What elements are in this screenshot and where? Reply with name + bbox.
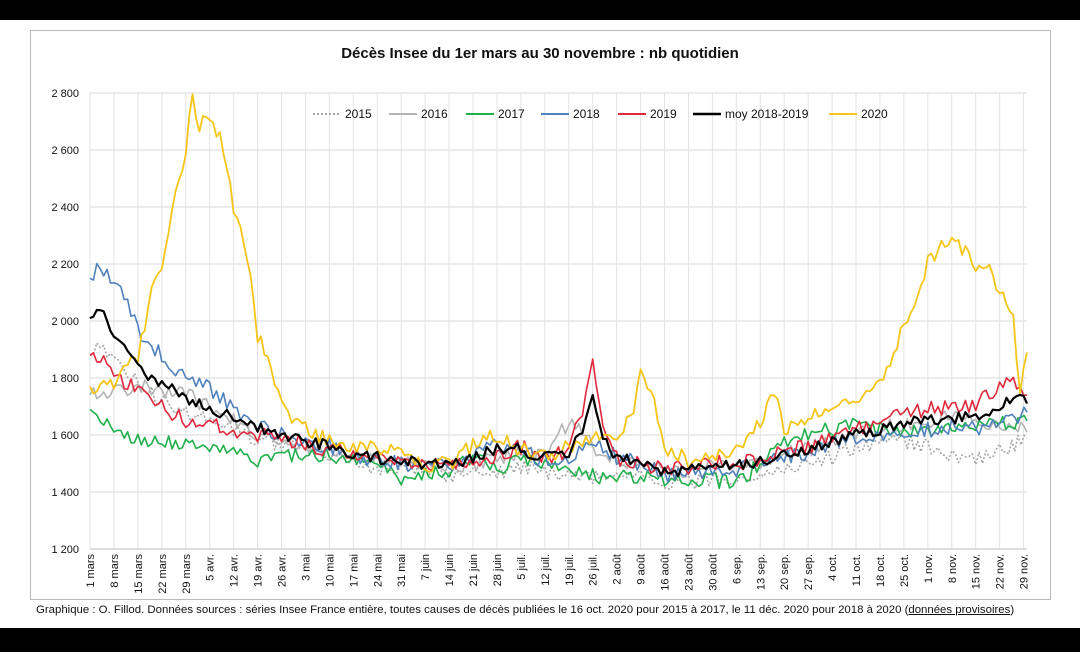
x-tick-label: 24 mai [372, 554, 384, 587]
x-tick-label: 8 nov. [947, 554, 959, 583]
source-text: Graphique : O. Fillod. Données sources :… [36, 604, 909, 616]
x-tick-label: 15 nov. [971, 554, 983, 589]
y-tick-label: 1 600 [51, 430, 79, 442]
chart-title: Décès Insee du 1er mars au 30 novembre :… [341, 45, 739, 62]
y-tick-label: 2 600 [51, 145, 79, 157]
legend-label: moy 2018-2019 [725, 107, 809, 121]
x-tick-label: 18 oct. [875, 554, 887, 587]
x-tick-label: 26 avr. [277, 554, 289, 587]
x-tick-label: 8 mars [109, 554, 121, 588]
x-tick-label: 1 nov. [923, 554, 935, 583]
x-tick-label: 6 sep. [731, 554, 743, 584]
y-tick-label: 1 400 [51, 487, 79, 499]
x-tick-label: 5 juil. [516, 554, 528, 580]
provisional-data-link[interactable]: données provisoires [908, 604, 1011, 616]
x-tick-label: 31 mai [396, 554, 408, 587]
x-tick-label: 22 nov. [995, 554, 1007, 589]
source-note: Graphique : O. Fillod. Données sources :… [36, 604, 1014, 616]
legend-label: 2015 [345, 107, 372, 121]
x-tick-label: 10 mai [324, 554, 336, 587]
series-line-2018 [89, 262, 1028, 483]
y-tick-label: 2 800 [51, 88, 79, 100]
x-tick-label: 19 avr. [253, 554, 265, 587]
legend: 2015 2016 2017 2018 2019 moy 2018-2019 2020 [313, 107, 888, 121]
x-tick-label: 23 août [683, 554, 695, 591]
series-line-2019 [89, 352, 1028, 476]
y-tick-label: 2 200 [51, 259, 79, 271]
legend-label: 2019 [650, 107, 677, 121]
x-tick-label: 12 juil. [540, 554, 552, 586]
x-tick-label: 25 oct. [899, 554, 911, 587]
series-line-moy-2018-2019 [89, 308, 1029, 478]
series-line-2017 [89, 408, 1028, 490]
x-tick-label: 1 mars [85, 554, 97, 588]
series-lines [89, 93, 1029, 490]
x-tick-label: 3 mai [300, 554, 312, 581]
chart-card: Décès Insee du 1er mars au 30 novembre :… [0, 20, 1080, 628]
x-tick-label: 22 mars [157, 554, 169, 594]
y-tick-label: 2 400 [51, 202, 79, 214]
x-tick-label: 30 août [707, 554, 719, 591]
y-axis: 1 200 1 400 1 600 1 800 2 000 2 200 2 400 2 600… [51, 88, 79, 556]
x-tick-label: 2 août [612, 554, 624, 585]
legend-label: 2017 [498, 107, 525, 121]
y-tick-label: 2 000 [51, 316, 79, 328]
x-tick-label: 21 juin [468, 554, 480, 586]
series-line-2015 [89, 342, 1028, 490]
chart-frame [30, 30, 1051, 600]
x-tick-label: 28 juin [492, 554, 504, 586]
legend-label: 2016 [421, 107, 448, 121]
x-tick-label: 9 août [636, 554, 648, 585]
x-axis: 1 mars 8 mars 15 mars 22 mars 29 mars 5 avr. 1… [85, 548, 1031, 594]
x-tick-label: 14 juin [444, 554, 456, 586]
line-chart: 1 200 1 400 1 600 1 800 2 000 2 200 2 400 2 600… [51, 88, 1031, 594]
x-tick-label: 4 oct. [827, 554, 839, 581]
y-tick-label: 1 800 [51, 373, 79, 385]
x-tick-label: 11 oct. [851, 554, 863, 586]
x-tick-label: 13 sep. [755, 554, 767, 590]
x-tick-label: 16 août [660, 554, 672, 591]
x-tick-label: 27 sep. [803, 554, 815, 590]
x-tick-label: 5 avr. [205, 554, 217, 581]
x-tick-label: 20 sep. [779, 554, 791, 590]
legend-label: 2020 [861, 107, 888, 121]
y-tick-label: 1 200 [51, 544, 79, 556]
x-tick-label: 26 juil. [588, 554, 600, 586]
x-tick-label: 17 mai [348, 554, 360, 587]
legend-label: 2018 [573, 107, 600, 121]
x-tick-label: 15 mars [133, 554, 145, 594]
x-tick-label: 7 juin [420, 554, 432, 580]
x-tick-label: 29 mars [181, 554, 193, 594]
x-tick-label: 19 juil. [564, 554, 576, 586]
grid [89, 92, 1027, 550]
x-tick-label: 12 avr. [229, 554, 241, 587]
x-tick-label: 29 nov. [1019, 554, 1031, 589]
source-end: ) [1010, 604, 1015, 616]
